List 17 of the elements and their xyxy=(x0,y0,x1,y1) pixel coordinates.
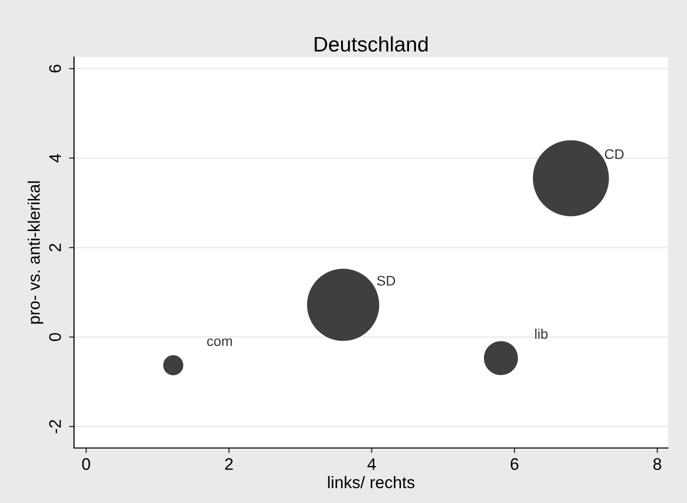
data-label: SD xyxy=(377,276,396,286)
y-tick-label: 0 xyxy=(49,333,61,342)
x-tick-label: 2 xyxy=(225,458,233,470)
data-label: lib xyxy=(535,328,548,339)
y-axis-title: pro- vs. anti-klerikal xyxy=(28,181,44,324)
x-tick-label: 0 xyxy=(82,458,90,470)
y-tick-label: -2 xyxy=(49,420,61,434)
data-label: CD xyxy=(604,149,624,160)
data-label: com xyxy=(207,338,232,346)
x-tick-label: 4 xyxy=(367,458,376,470)
y-tick-label: 6 xyxy=(49,64,61,72)
y-tick-label: 2 xyxy=(49,244,61,252)
x-tick-label: 6 xyxy=(510,458,518,470)
chart-title: Deutschland xyxy=(314,36,428,52)
x-tick-label: 8 xyxy=(653,458,662,470)
x-axis-title: links/ rechts xyxy=(328,476,414,488)
y-tick-label: 4 xyxy=(49,154,61,162)
